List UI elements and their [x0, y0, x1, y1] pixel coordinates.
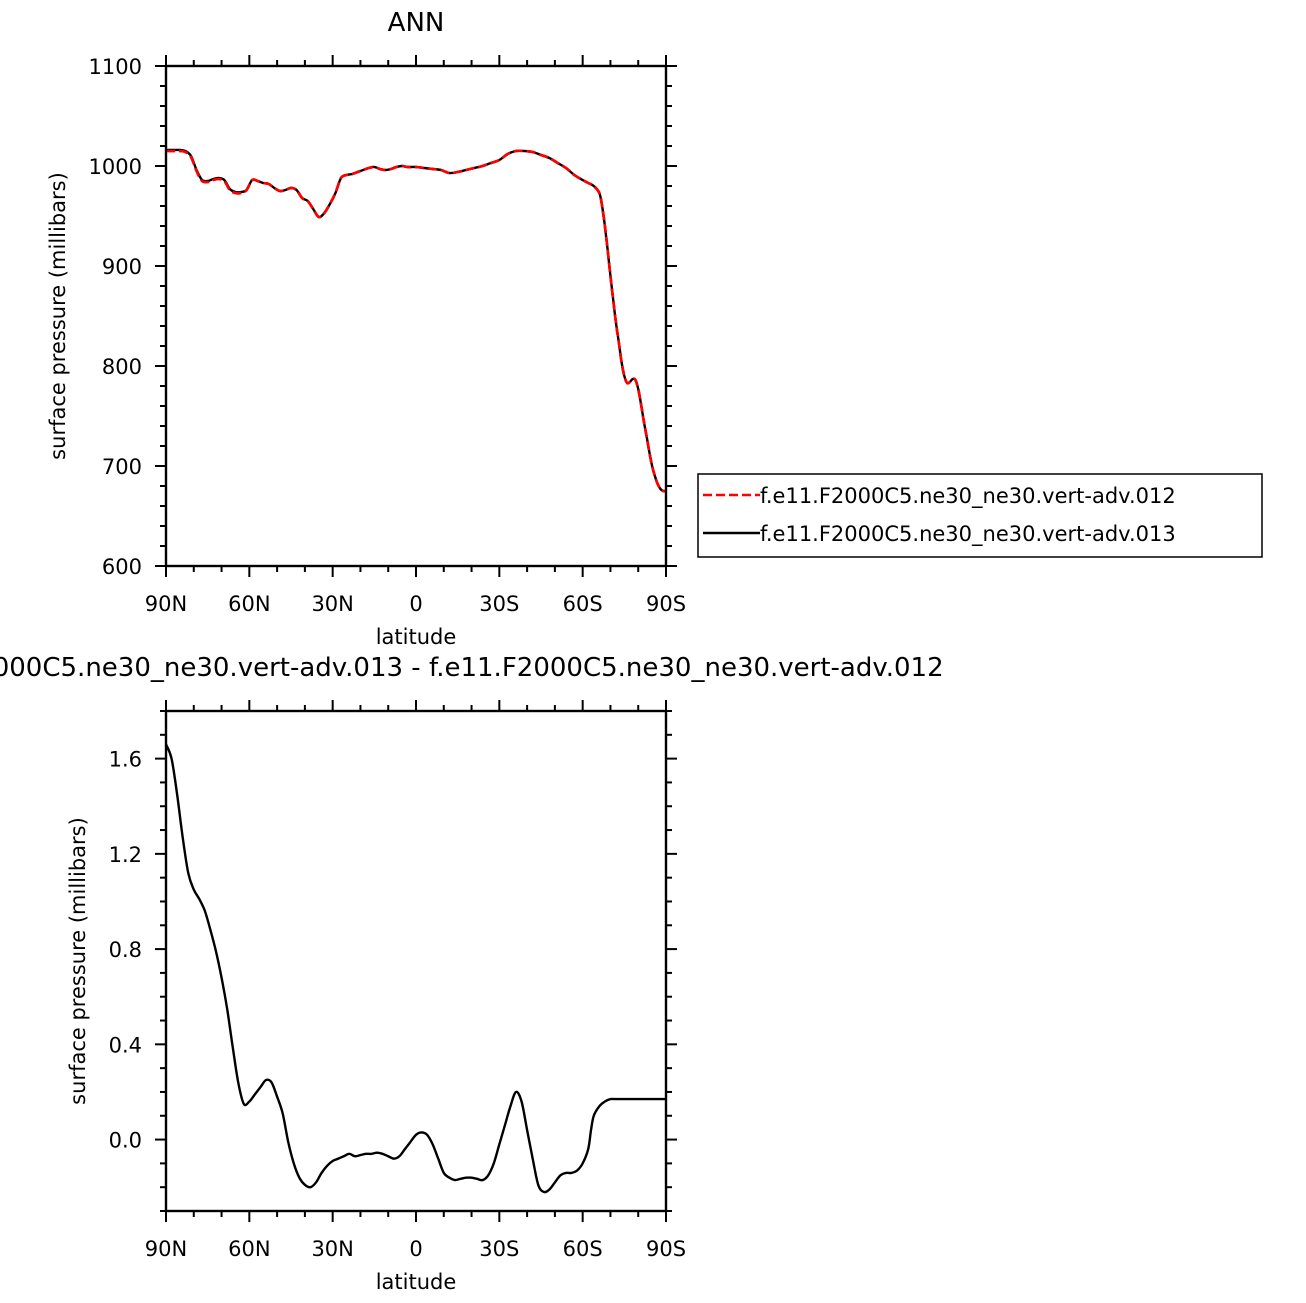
x-tick-label: 0: [409, 592, 422, 616]
x-tick-label: 90N: [145, 592, 187, 616]
legend-box: [697, 473, 1263, 558]
top-panel: 90N 60N 30N 0 30S 60S 90S 600 700 800 900 1000 1100 l…: [46, 8, 686, 649]
x-tick-label: 0: [409, 1237, 422, 1261]
legend-label-1: f.e11.F2000C5.ne30_ne30.vert-adv.012: [760, 484, 1176, 509]
y-tick-label: 1100: [89, 55, 142, 79]
y-tick-label: 1.2: [109, 843, 142, 867]
x-tick-label: 30S: [479, 1237, 519, 1261]
x-tick-label: 90N: [145, 1237, 187, 1261]
x-axis-label: latitude: [376, 625, 457, 649]
y-tick-label: 700: [102, 455, 142, 479]
x-tick-label: 30S: [479, 592, 519, 616]
y-tick-label: 800: [102, 355, 142, 379]
x-tick-label: 30N: [311, 1237, 353, 1261]
x-tick-label: 60S: [563, 592, 603, 616]
x-axis-label: latitude: [376, 1270, 457, 1294]
chart-title: f.e11.F2000C5.ne30_ne30.vert-adv.013 - f…: [0, 653, 944, 683]
legend-label-2: f.e11.F2000C5.ne30_ne30.vert-adv.013: [760, 522, 1176, 547]
y-tick-label: 0.4: [109, 1033, 142, 1057]
series-line-1-overlay: [166, 149, 666, 493]
legend: f.e11.F2000C5.ne30_ne30.vert-adv.012 f.e1…: [697, 473, 1263, 558]
bottom-panel: 90N 60N 30N 0 30S 60S 90S 0.0 0.4 0.8 1.2 1.6 latitu…: [0, 653, 944, 1294]
series-line-2: [166, 148, 666, 493]
y-tick-label: 0.8: [109, 938, 142, 962]
x-tick-label: 60S: [563, 1237, 603, 1261]
y-axis-label: surface pressure (millibars): [46, 172, 70, 460]
series-line-1: [166, 743, 666, 1194]
chart-title: ANN: [388, 8, 445, 38]
x-tick-label: 60N: [228, 592, 270, 616]
x-tick-label: 30N: [311, 592, 353, 616]
plot-frame: [164, 64, 668, 568]
x-tick-label: 90S: [646, 592, 686, 616]
y-tick-label: 0.0: [109, 1129, 142, 1153]
x-tick-label: 90S: [646, 1237, 686, 1261]
y-tick-label: 600: [102, 555, 142, 579]
y-tick-label: 1.6: [109, 748, 142, 772]
y-axis-label: surface pressure (millibars): [66, 817, 90, 1105]
y-tick-label: 1000: [89, 155, 142, 179]
y-tick-label: 900: [102, 255, 142, 279]
series-line-1: [166, 149, 666, 493]
x-tick-label: 60N: [228, 1237, 270, 1261]
